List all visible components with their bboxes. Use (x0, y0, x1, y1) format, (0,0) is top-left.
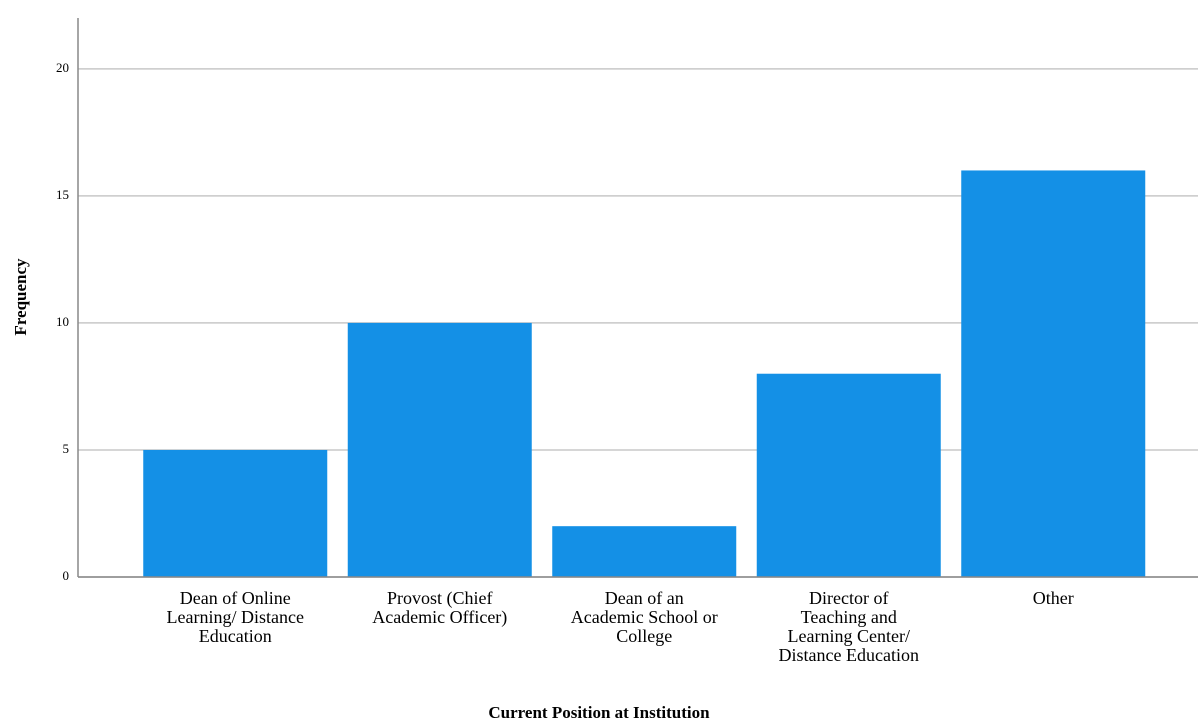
x-tick-label: Director of Teaching and Learning Center… (778, 588, 919, 665)
y-axis-title: Frequency (11, 258, 30, 336)
y-tick-label: 15 (56, 187, 69, 202)
y-tick-label: 0 (63, 568, 70, 583)
bar (552, 526, 737, 577)
x-tick-label: Dean of Online Learning/ Distance Educat… (166, 588, 304, 646)
y-tick-label: 5 (63, 441, 70, 456)
x-tick-label: Provost (Chief Academic Officer) (372, 588, 508, 627)
bar (961, 170, 1146, 578)
x-tick-label: Dean of an Academic School or College (570, 588, 718, 646)
y-tick-label: 20 (56, 60, 69, 75)
y-tick-label: 10 (56, 314, 69, 329)
bar (756, 373, 941, 577)
bar (347, 322, 532, 577)
x-axis-title: Current Position at Institution (488, 703, 710, 722)
x-tick-label: Other (1032, 588, 1074, 608)
bar (143, 449, 328, 577)
